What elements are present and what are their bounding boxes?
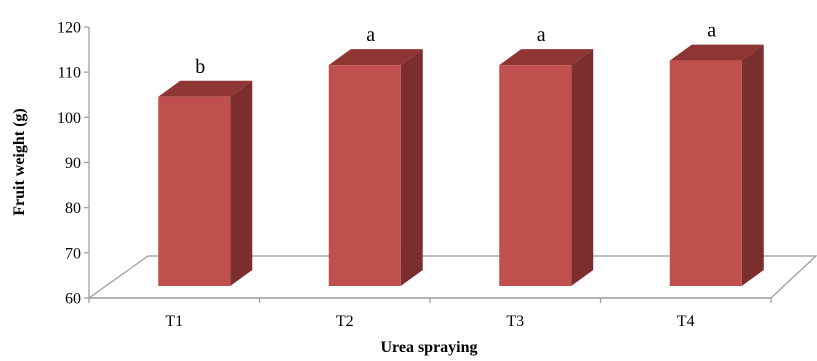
data-label: a bbox=[707, 20, 716, 42]
data-label: a bbox=[366, 24, 375, 46]
x-axis-title: Urea spraying bbox=[380, 339, 477, 356]
y-tick-label: 100 bbox=[57, 110, 81, 127]
data-label: b bbox=[195, 56, 205, 78]
y-tick-label: 110 bbox=[58, 65, 81, 82]
bar bbox=[158, 96, 231, 286]
bars bbox=[158, 44, 764, 287]
x-tick-label: T4 bbox=[677, 313, 695, 330]
bar-top-face bbox=[669, 44, 764, 61]
y-tick-label: 90 bbox=[65, 155, 81, 172]
data-label: a bbox=[537, 24, 546, 46]
bar-side-face bbox=[400, 49, 423, 287]
x-tick-label: T2 bbox=[336, 313, 354, 330]
bar-top-face bbox=[499, 49, 594, 66]
bar bbox=[669, 60, 742, 286]
bar-top-face bbox=[158, 80, 253, 97]
y-tick-label: 60 bbox=[65, 291, 81, 308]
bar bbox=[328, 65, 401, 286]
y-tick-label: 70 bbox=[65, 245, 81, 262]
bar-side-face bbox=[230, 80, 253, 286]
x-tick-label: T1 bbox=[165, 313, 183, 330]
bar-top-face bbox=[328, 49, 423, 66]
labels: b T1 a T2 a T3 a T4 bbox=[165, 20, 716, 330]
y-tick-label: 80 bbox=[65, 200, 81, 217]
bar bbox=[499, 65, 572, 286]
bar-side-face bbox=[741, 44, 764, 286]
x-tick-label: T3 bbox=[506, 313, 524, 330]
bar-side-face bbox=[571, 49, 594, 287]
y-axis-title: Fruit weight (g) bbox=[11, 108, 28, 216]
axes: 60 70 80 90 100 110 120 bbox=[57, 20, 772, 308]
y-tick-label: 120 bbox=[57, 20, 81, 37]
